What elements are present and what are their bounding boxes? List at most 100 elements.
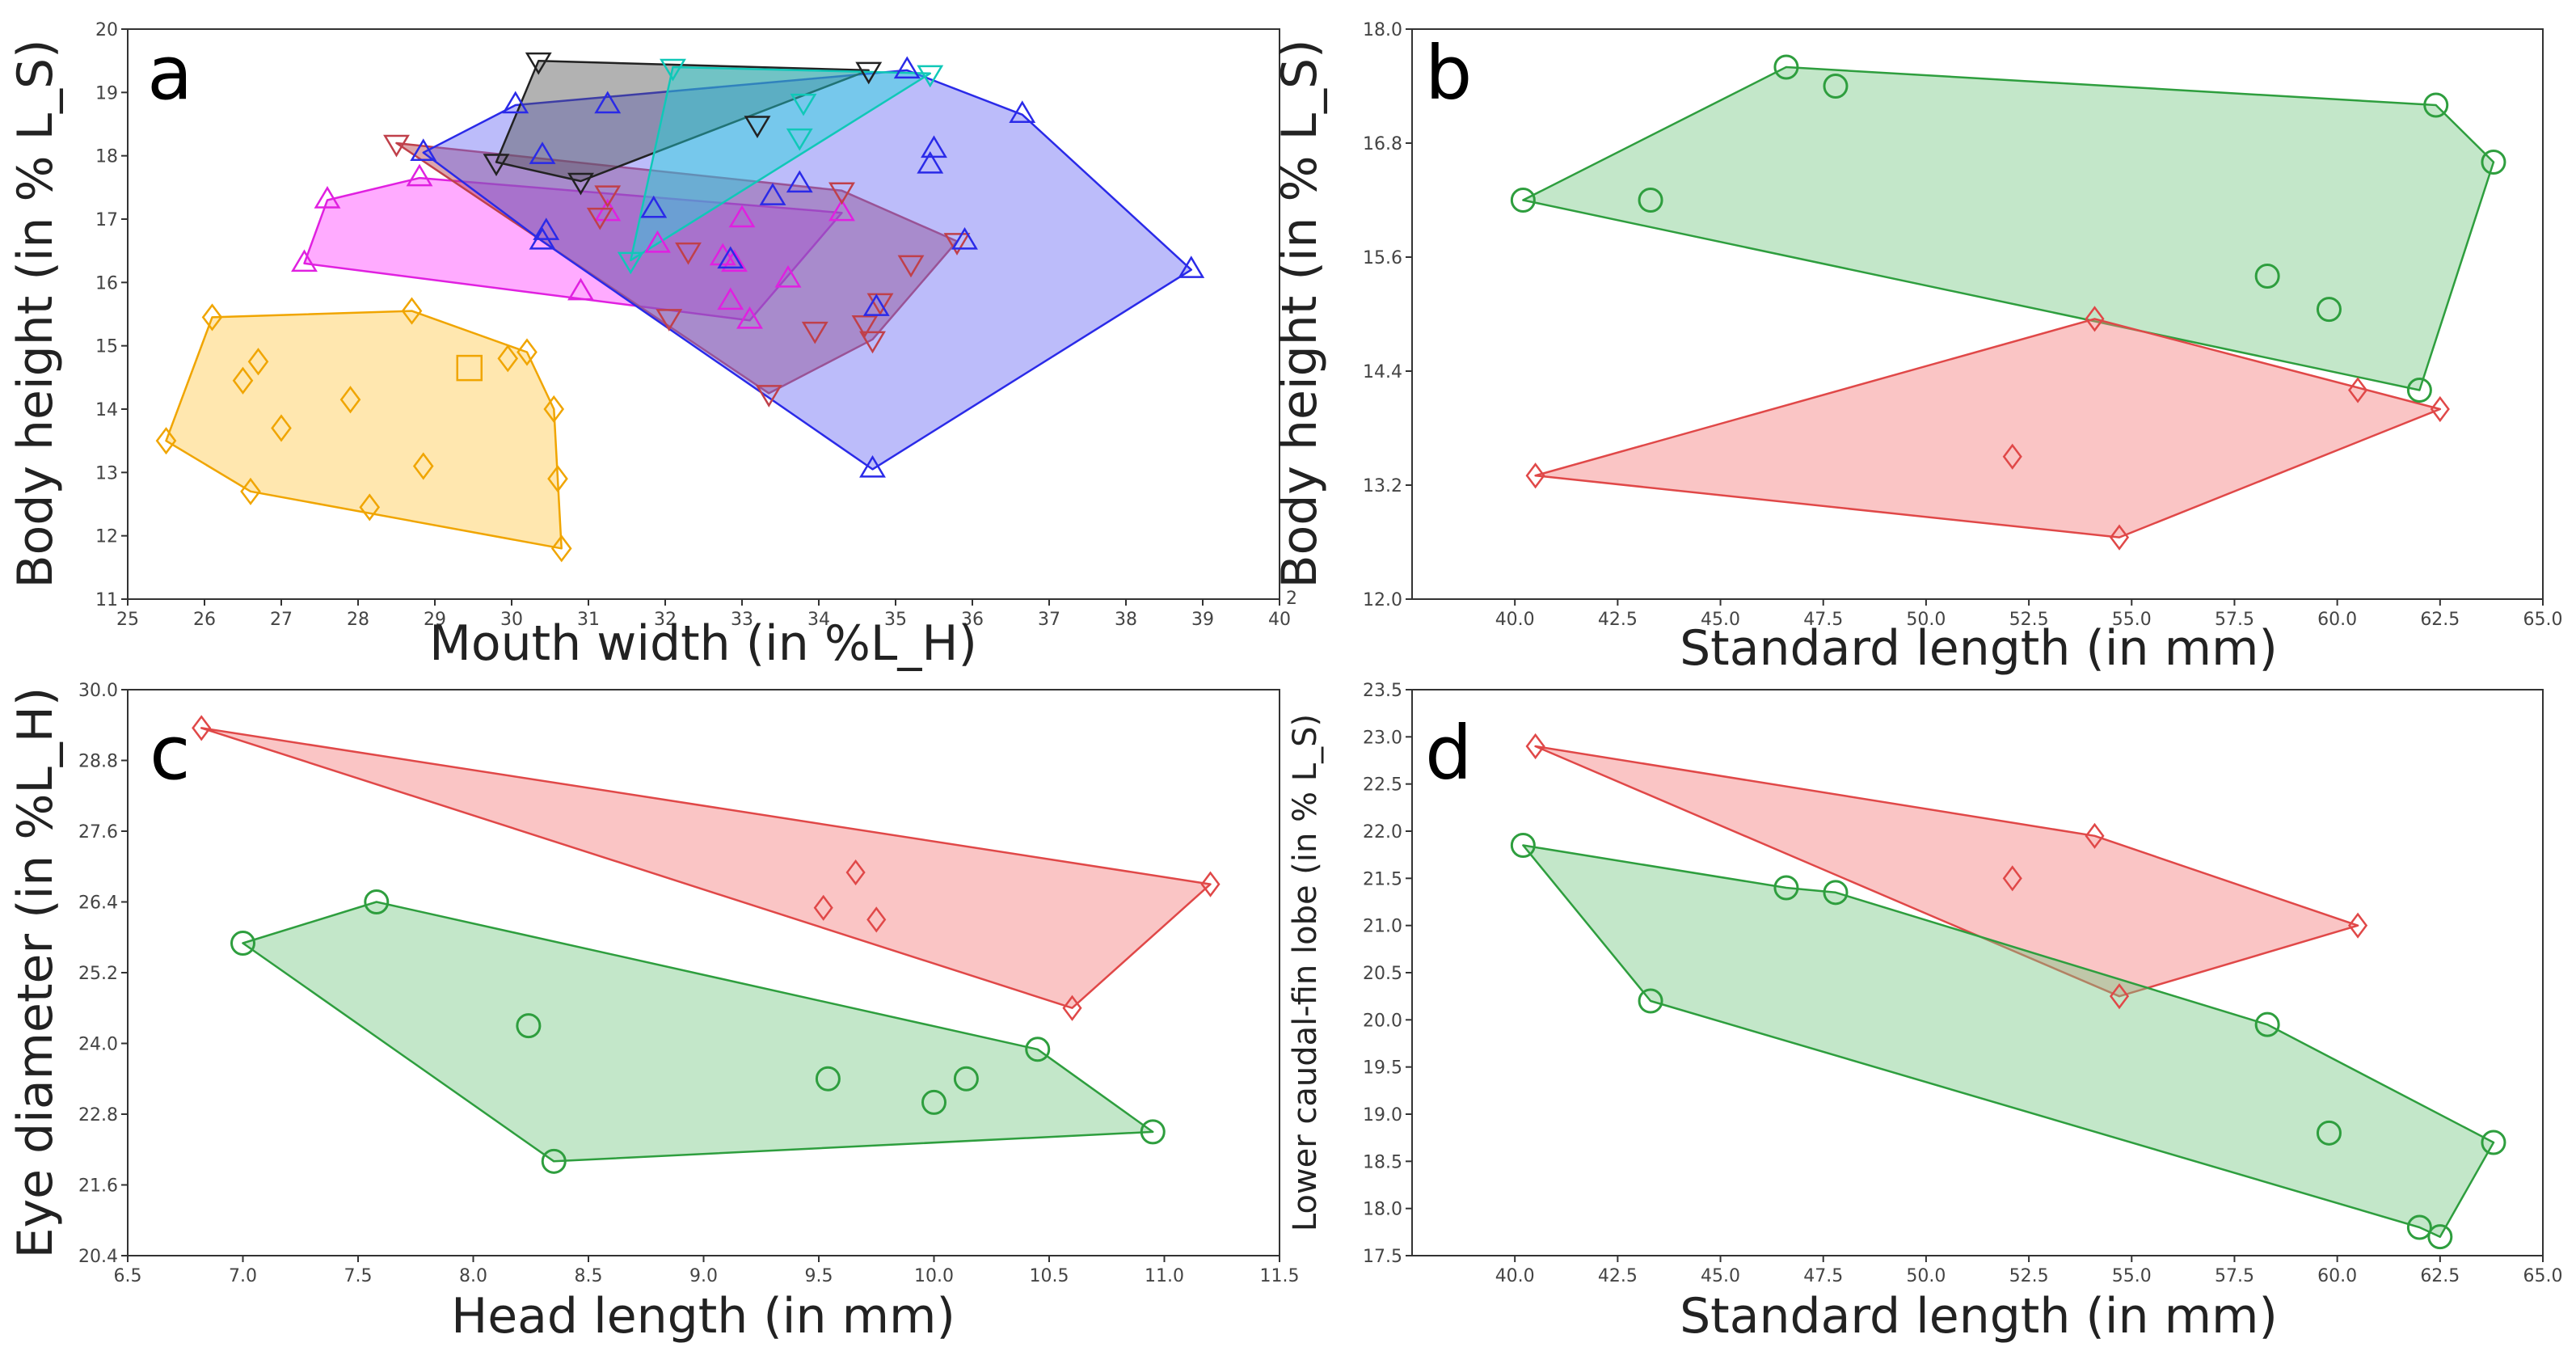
- x-tick-label-1: 42.5: [1598, 1266, 1638, 1286]
- y-tick-label-4: 25.2: [78, 964, 118, 984]
- point-1-3: [2109, 524, 2130, 551]
- y-tick-label-0: 11: [95, 590, 118, 610]
- point-3-8: [675, 242, 702, 265]
- point-0-7: [232, 366, 254, 395]
- point-4-12: [759, 183, 786, 205]
- x-tick-label-2: 27: [270, 610, 293, 630]
- point-0-6: [1823, 74, 1849, 99]
- y-tick-label-8: 21.5: [1363, 869, 1402, 889]
- point-0-13: [497, 344, 519, 373]
- y-tick-label-3: 19.0: [1363, 1105, 1402, 1125]
- y-axis-label: Lower caudal-fin lobe (in % L_S): [1287, 714, 1324, 1231]
- y-tick-label-12: 23.5: [1363, 681, 1402, 701]
- point-3-4: [755, 385, 782, 408]
- point-1-4: [2002, 443, 2022, 470]
- x-tick-label-8: 33: [731, 610, 753, 630]
- panel-a: 25 26 27 28 29 30 31 32 33 34 35 36 37 38 39 40 11 12 13 14…: [7, 20, 1297, 672]
- y-tick-label-5: 16: [95, 273, 118, 293]
- hull-1: [1522, 844, 2495, 1238]
- y-tick-label-9: 22.0: [1363, 822, 1402, 842]
- y-tick-label-6: 17: [95, 210, 118, 230]
- point-3-2: [943, 233, 971, 255]
- hull-1: [1534, 318, 2442, 538]
- y-axis-label: Body height (in % L_S): [7, 39, 64, 588]
- x-tick-label-1: 7.0: [229, 1266, 257, 1286]
- point-4-7: [529, 141, 556, 164]
- panel-letter: c: [150, 710, 191, 796]
- point-2-7: [644, 230, 671, 253]
- point-1-2: [2430, 395, 2450, 423]
- point-3-6: [594, 185, 622, 209]
- point-0-2: [401, 297, 423, 325]
- point-4-9: [594, 91, 622, 114]
- point-0-1: [201, 303, 223, 331]
- hull-0: [165, 310, 563, 550]
- y-tick-label-7: 18: [95, 147, 118, 167]
- point-1-1: [2085, 306, 2105, 332]
- y-tick-label-8: 19: [95, 83, 118, 103]
- point-0-5: [866, 906, 887, 933]
- plot-area: [1412, 29, 2543, 599]
- x-tick-label-2: 45.0: [1701, 610, 1740, 630]
- point-2-11: [709, 243, 736, 266]
- point-1-7: [1638, 988, 1663, 1014]
- point-1-8: [953, 1066, 979, 1092]
- x-tick-label-7: 57.5: [2215, 1266, 2254, 1286]
- point-1-3: [1140, 1119, 1166, 1145]
- point-1-5: [2348, 377, 2368, 403]
- point-0-9: [271, 414, 292, 442]
- plot-area: [1412, 690, 2543, 1256]
- panel-letter: d: [1425, 710, 1472, 796]
- point-2-4: [736, 306, 763, 329]
- hull-3: [395, 141, 959, 395]
- x-tick-label-15: 40: [1268, 610, 1291, 630]
- y-tick-label-10: 22.5: [1363, 775, 1402, 796]
- point-3-0: [383, 134, 410, 158]
- y-tick-label-7: 28.8: [78, 752, 118, 772]
- point-5-4: [744, 116, 771, 138]
- point-1-5: [516, 1013, 542, 1039]
- point-4-11: [717, 246, 744, 269]
- x-tick-label-10: 11.5: [1260, 1266, 1300, 1286]
- point-1-0: [1525, 462, 1545, 489]
- annotation-0: 2: [1286, 589, 1297, 609]
- point-3-11: [866, 293, 894, 316]
- point-0-3: [516, 338, 538, 366]
- point-2-2: [406, 163, 433, 187]
- point-0-5: [1638, 188, 1663, 213]
- y-tick-label-3: 14: [95, 400, 118, 420]
- y-tick-label-8: 30.0: [78, 681, 118, 701]
- x-tick-label-8: 60.0: [2317, 1266, 2357, 1286]
- x-tick-label-13: 38: [1115, 610, 1137, 630]
- hull-4: [422, 69, 1193, 471]
- x-tick-label-3: 8.0: [459, 1266, 487, 1286]
- point-1-7: [921, 1089, 947, 1115]
- y-tick-label-2: 13: [95, 463, 118, 484]
- point-6-0: [660, 58, 686, 82]
- point-4-3: [1009, 100, 1036, 123]
- point-0-0: [1510, 188, 1536, 213]
- point-0-6: [240, 477, 261, 505]
- point-0-7: [2254, 264, 2280, 289]
- panel-d: 40.0 42.5 45.0 47.5 50.0 52.5 55.0 57.5 60.0 62.5…: [1287, 681, 2562, 1345]
- x-tick-label-9: 62.5: [2420, 1266, 2460, 1286]
- x-tick-label-14: 39: [1191, 610, 1214, 630]
- x-tick-label-5: 52.5: [2009, 1266, 2049, 1286]
- x-tick-label-2: 7.5: [344, 1266, 373, 1286]
- point-4-13: [786, 170, 813, 193]
- x-axis-label: Mouth width (in %L_H): [429, 615, 977, 672]
- point-3-5: [586, 207, 613, 230]
- y-tick-label-1: 18.0: [1363, 1200, 1402, 1220]
- x-tick-label-9: 11.0: [1145, 1266, 1184, 1286]
- point-4-14: [862, 293, 890, 316]
- x-tick-label-1: 26: [193, 610, 216, 630]
- y-axis-label: Body height (in % L_S): [1271, 39, 1328, 588]
- panel-letter: a: [147, 30, 192, 116]
- hull-6: [630, 65, 932, 262]
- point-1-6: [815, 1066, 841, 1092]
- point-0-8: [247, 348, 269, 376]
- x-tick-label-4: 29: [424, 610, 446, 630]
- x-axis-label: Standard length (in mm): [1680, 1288, 2278, 1345]
- point-0-5: [550, 534, 572, 563]
- point-1-6: [2406, 1214, 2432, 1240]
